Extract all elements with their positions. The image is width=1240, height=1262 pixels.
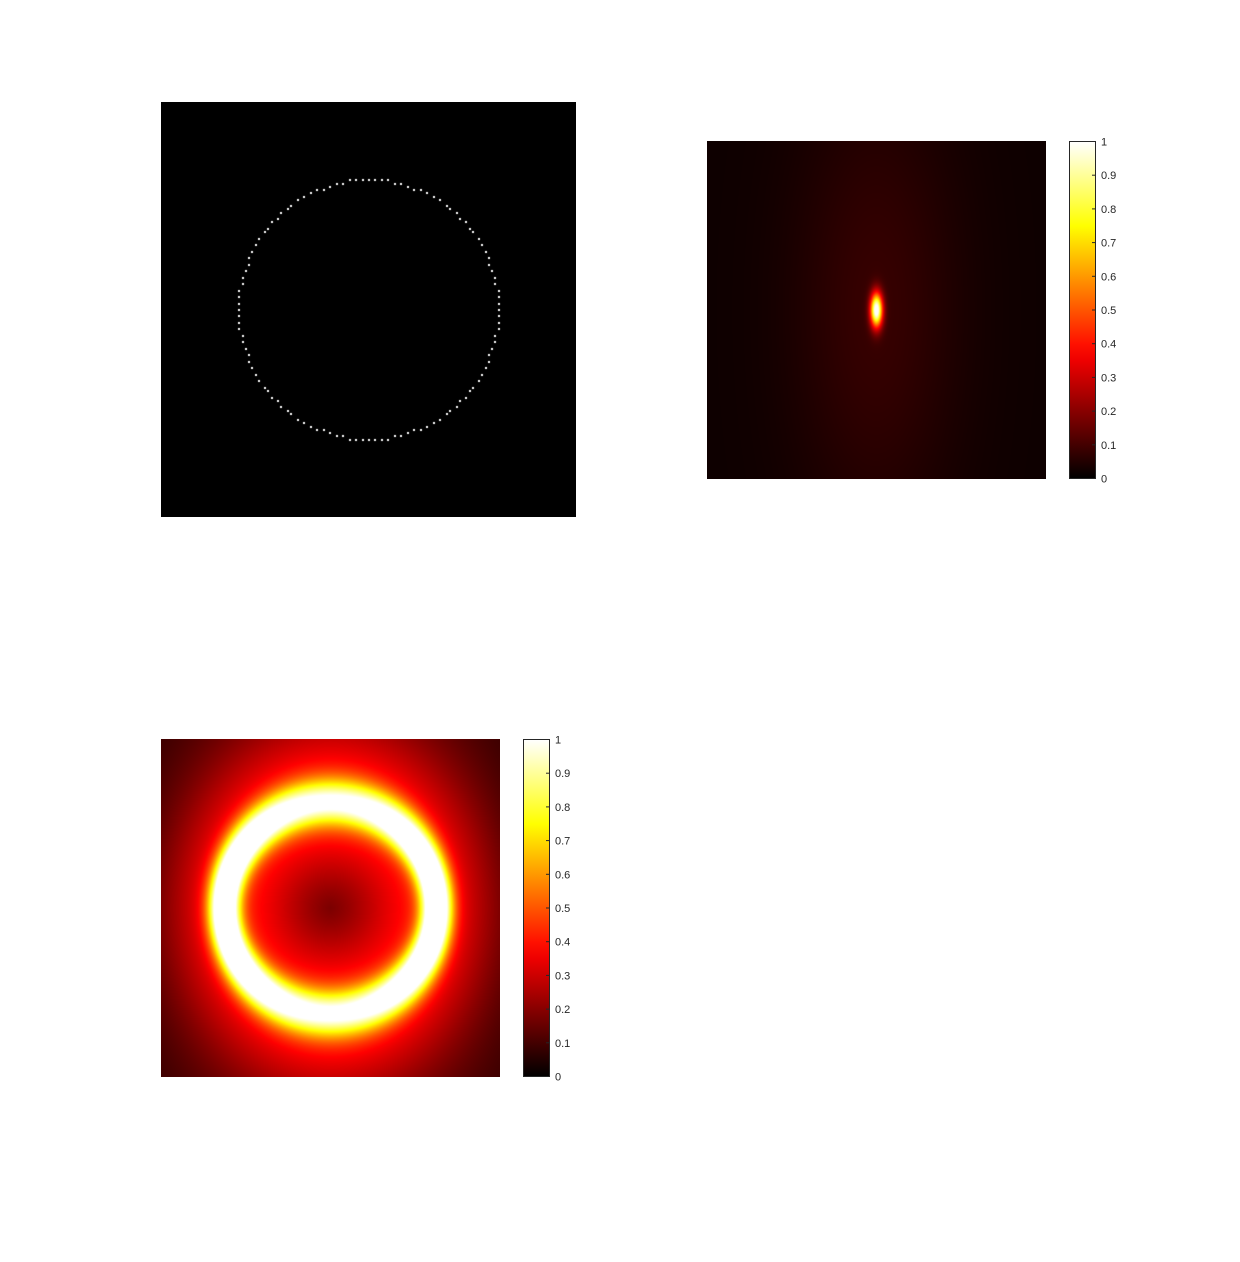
colorbar-tick-label: 1 [555, 735, 561, 747]
colorbar-gradient [523, 739, 550, 1077]
colorbar-tick-label: 0.1 [555, 1038, 570, 1050]
blurred-ring-heatmap [161, 739, 500, 1077]
colorbar-tick-label: 0.7 [1101, 238, 1116, 250]
colorbar-tick-label: 0.2 [555, 1004, 570, 1016]
colorbar-tick-label: 0.6 [555, 869, 570, 881]
colorbar-tick-label: 0.8 [1101, 204, 1116, 216]
colorbar-tick-label: 1 [1101, 137, 1107, 149]
blurred-ring-colorbar: 0 0.1 0.2 0.3 0.4 0.5 0.6 0.7 0.8 0.9 1 [523, 735, 570, 1084]
colorbar-tick-label: 0.4 [555, 937, 570, 949]
colorbar-tick-label: 0.1 [1101, 440, 1116, 452]
colorbar-tick-label: 0.2 [1101, 406, 1116, 418]
colorbar-tick-label: 0.6 [1101, 271, 1116, 283]
colorbar-tick-label: 0.9 [1101, 170, 1116, 182]
colorbar-tick-label: 0.5 [1101, 305, 1116, 317]
psf-colorbar: 0 0.1 0.2 0.3 0.4 0.5 0.6 0.7 0.8 0.9 1 [1069, 137, 1116, 486]
colorbar-tick-label: 0 [1101, 474, 1107, 486]
psf-heatmap [707, 141, 1046, 479]
colorbar-tick-label: 0.8 [555, 802, 570, 814]
colorbar-tick-label: 0.9 [555, 768, 570, 780]
colorbar-gradient [1069, 141, 1096, 479]
ring-points-image [161, 102, 576, 517]
colorbar-tick-label: 0.5 [555, 903, 570, 915]
colorbar-tick-label: 0 [555, 1072, 561, 1084]
colorbar-tick-label: 0.7 [555, 836, 570, 848]
colorbar-tick-label: 0.3 [555, 970, 570, 982]
colorbar-tick-label: 0.4 [1101, 339, 1116, 351]
colorbar-tick-label: 0.3 [1101, 372, 1116, 384]
